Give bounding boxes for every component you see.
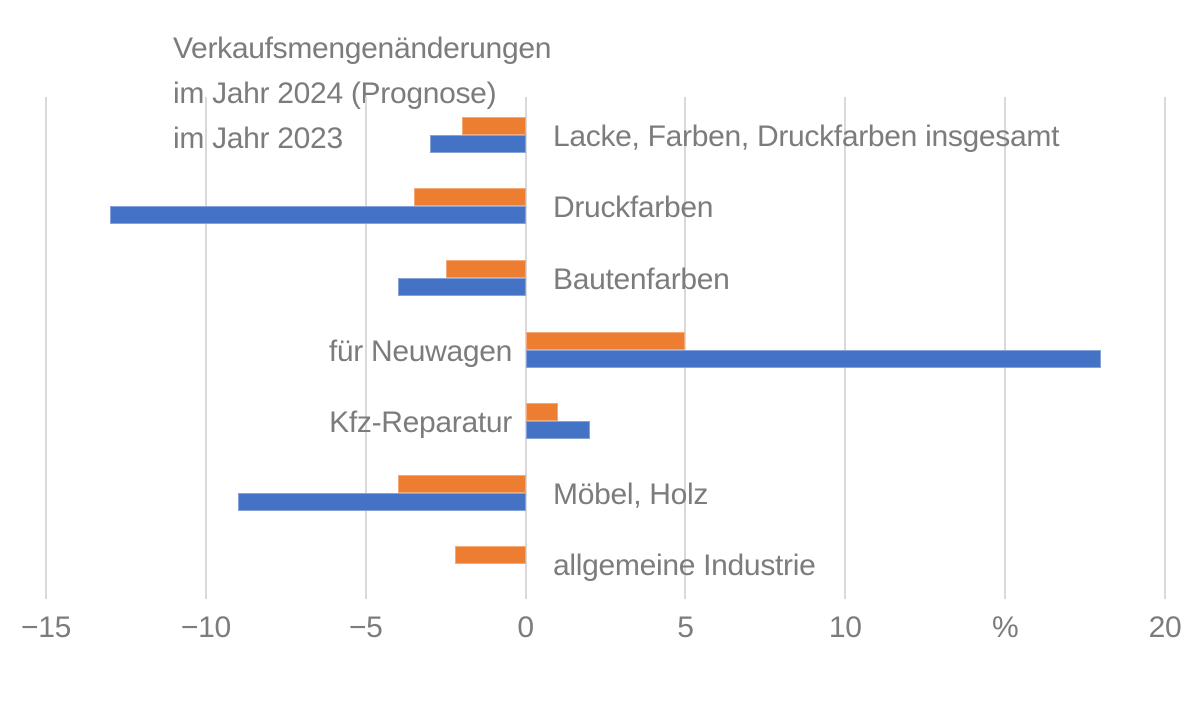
x-tick-label-20: 20 (1148, 611, 1182, 644)
bar-2024-für-neuwagen (525, 331, 686, 350)
bar-2024-bautenfarben (445, 260, 526, 278)
bar-2023-möbel-holz (237, 492, 526, 511)
bar-2024-druckfarben (413, 188, 526, 207)
x-tick-label--5: −5 (348, 611, 383, 644)
x-tick-label-percent: % (991, 611, 1019, 644)
gridline-10 (844, 97, 847, 599)
category-label-für-neuwagen: für Neuwagen (328, 334, 512, 368)
x-tick-label--15: −15 (21, 611, 72, 644)
gridline--5 (364, 97, 367, 599)
gridline--15 (45, 97, 48, 599)
bar-2024-kfz-reparatur (525, 403, 558, 422)
chart-title-line2-series-2024: im Jahr 2024 (Prognose) (173, 77, 497, 110)
gridline-5 (684, 97, 687, 599)
gridline-20 (1164, 97, 1166, 599)
category-label-möbel-holz: Möbel, Holz (553, 477, 709, 511)
bar-2023-lacke-farben-druckfarben-insgesamt (429, 134, 526, 153)
category-label-druckfarben: Druckfarben (553, 191, 714, 225)
bar-2023-druckfarben (109, 206, 526, 225)
x-tick-label--10: −10 (180, 611, 231, 644)
bar-2024-möbel-holz (397, 474, 526, 493)
x-tick-label-10: 10 (828, 611, 862, 644)
category-label-allgemeine-industrie: allgemeine Industrie (553, 549, 816, 583)
gridline--10 (204, 97, 207, 599)
category-label-kfz-reparatur: Kfz-Reparatur (329, 406, 512, 440)
chart-title-line1: Verkaufsmengenänderungen (173, 32, 552, 65)
category-label-lacke-farben-druckfarben-insgesamt: Lacke, Farben, Druckfarben insgesamt (553, 119, 1060, 153)
bar-2023-kfz-reparatur (525, 421, 590, 440)
bar-2024-lacke-farben-druckfarben-insgesamt (461, 116, 526, 135)
x-tick-label-5: 5 (677, 611, 694, 644)
gridline-15 (1004, 97, 1007, 599)
bar-2024-allgemeine-industrie (455, 546, 526, 565)
chart-title: Verkaufsmengenänderungen im Jahr 2024 (P… (173, 26, 551, 161)
x-tick-label-0: 0 (517, 611, 534, 644)
chart-title-line3-series-2023: im Jahr 2023 (173, 122, 343, 155)
bar-2023-für-neuwagen (525, 349, 1102, 368)
category-label-bautenfarben: Bautenfarben (553, 263, 730, 296)
bar-2023-bautenfarben (397, 278, 526, 296)
